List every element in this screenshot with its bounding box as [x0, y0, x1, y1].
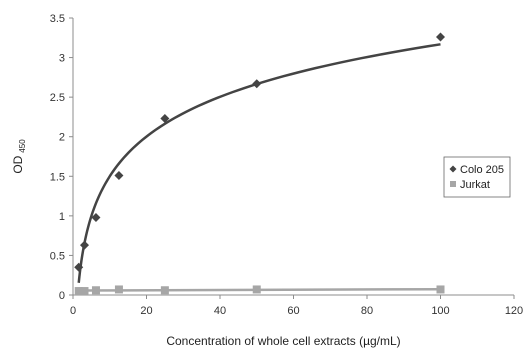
y-axis-ticks: 0 0.5 1 1.5 2 2.5 3 3.5: [50, 13, 73, 302]
legend-label-jurkat: Jurkat: [460, 179, 490, 191]
legend-box: [443, 156, 511, 198]
data-point-colo-205: [436, 32, 445, 42]
y-tick-label: 0: [59, 290, 65, 302]
data-point-jurkat: [160, 286, 169, 295]
data-markers: [74, 32, 445, 296]
x-axis-ticks: 0 20 40 60 80 100 120: [70, 295, 523, 317]
data-point-jurkat: [252, 285, 261, 294]
data-point-jurkat: [114, 285, 123, 294]
y-tick-label: 0.5: [50, 250, 65, 262]
y-axis-title-subscript: 450: [18, 139, 27, 153]
data-point-colo-205: [91, 212, 101, 222]
y-tick-label: 2.5: [50, 92, 65, 104]
x-axis-title: Concentration of whole cell extracts (µg…: [166, 334, 400, 348]
data-point-jurkat: [436, 285, 445, 294]
x-tick-label: 100: [431, 305, 449, 317]
x-tick-label: 120: [505, 305, 523, 317]
legend-marker-colo-205: [449, 165, 457, 173]
legend-label-colo-205: Colo 205: [460, 164, 504, 176]
y-tick-label: 3.5: [50, 13, 65, 25]
trendlines: [77, 43, 441, 292]
data-point-colo-205: [114, 170, 124, 180]
x-tick-label: 40: [214, 305, 226, 317]
y-tick-label: 1.5: [50, 171, 65, 183]
y-tick-label: 1: [59, 211, 65, 223]
data-point-jurkat: [80, 287, 89, 296]
trendline-colo-205: [77, 43, 441, 283]
y-tick-label: 2: [59, 132, 65, 144]
legend: Colo 205 Jurkat: [443, 156, 511, 198]
x-tick-label: 60: [287, 305, 299, 317]
data-point-colo-205: [252, 79, 262, 89]
legend-marker-jurkat: [450, 181, 456, 187]
y-axis-title-main: OD: [11, 155, 25, 173]
data-point-jurkat: [74, 287, 83, 296]
y-tick-label: 3: [59, 53, 65, 65]
axes: [72, 18, 514, 296]
x-tick-label: 0: [70, 305, 76, 317]
y-axis-title: OD 450: [11, 139, 27, 174]
x-tick-label: 80: [361, 305, 373, 317]
data-point-jurkat: [91, 286, 100, 295]
x-tick-label: 20: [140, 305, 152, 317]
data-point-colo-205: [160, 114, 170, 124]
data-point-colo-205: [74, 262, 84, 272]
data-point-colo-205: [80, 240, 90, 250]
